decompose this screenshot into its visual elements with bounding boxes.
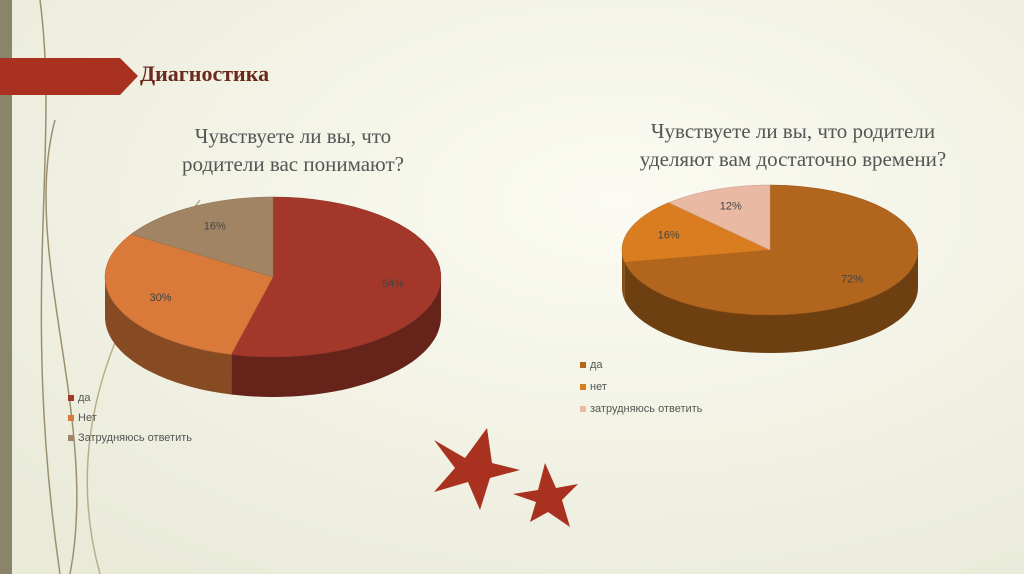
chart-title: Чувствуете ли вы, что родители xyxy=(651,119,935,143)
legend-swatch xyxy=(68,435,74,441)
legend-swatch xyxy=(580,384,586,390)
legend-swatch xyxy=(580,362,586,368)
pie-slice-side xyxy=(231,277,441,397)
pie-slice xyxy=(621,202,771,263)
pie-slice xyxy=(104,233,274,355)
legend-label: Нет xyxy=(78,412,97,424)
legend-label: затрудняюсь ответить xyxy=(590,403,703,415)
pie-slice xyxy=(130,196,274,278)
legend-label: да xyxy=(590,359,603,371)
slide-title: Диагностика xyxy=(140,61,269,86)
value-label: 72% xyxy=(841,274,863,286)
legend-label: Затрудняюсь ответить xyxy=(78,432,192,444)
pie-slice-side xyxy=(105,277,232,395)
value-label: 16% xyxy=(658,229,680,241)
pie-slice xyxy=(624,184,919,316)
title-banner xyxy=(0,58,138,95)
value-label: 16% xyxy=(204,220,226,232)
legend-swatch xyxy=(580,406,586,412)
value-label: 54% xyxy=(382,278,404,290)
pie-slice xyxy=(668,184,771,251)
pie-slice xyxy=(230,196,442,358)
chart-title: родители вас понимают? xyxy=(182,152,404,176)
chart-title: Чувствуете ли вы, что xyxy=(195,124,391,148)
value-label: 30% xyxy=(150,292,172,304)
value-label: 12% xyxy=(720,200,742,212)
pie-slice-side xyxy=(624,250,918,353)
legend-swatch xyxy=(68,415,74,421)
pie-slice-side xyxy=(622,250,625,301)
legend-label: да xyxy=(78,392,91,404)
side-strip xyxy=(0,0,12,574)
legend-label: нет xyxy=(590,381,607,393)
stars xyxy=(434,428,578,527)
legend-swatch xyxy=(68,395,74,401)
chart-title: уделяют вам достаточно времени? xyxy=(640,147,946,171)
